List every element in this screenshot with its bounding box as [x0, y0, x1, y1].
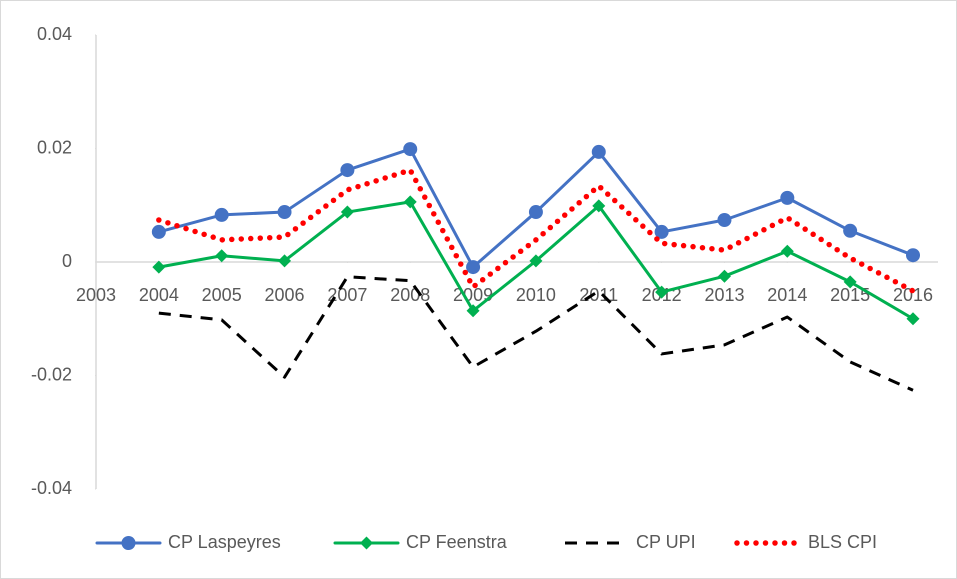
x-tick-label: 2007: [327, 285, 367, 305]
x-tick-label: 2011: [579, 285, 618, 305]
marker: [403, 195, 417, 209]
series-line: [156, 167, 916, 294]
x-tick-label: 2013: [704, 285, 744, 305]
marker: [340, 163, 355, 178]
marker: [466, 304, 480, 318]
x-tick-label: 2015: [830, 285, 870, 305]
marker: [151, 224, 166, 239]
marker: [466, 260, 481, 275]
marker: [655, 285, 669, 299]
marker: [360, 536, 373, 550]
marker: [654, 224, 669, 239]
x-tick-label: 2003: [76, 285, 116, 305]
marker: [277, 205, 292, 220]
marker: [906, 312, 920, 326]
marker: [403, 142, 418, 157]
marker: [340, 205, 354, 219]
x-tick-label: 2006: [265, 285, 305, 305]
legend-label: CP Feenstra: [406, 532, 508, 552]
legend-label: BLS CPI: [808, 532, 877, 552]
x-tick-label: 2005: [202, 285, 242, 305]
marker: [121, 536, 136, 550]
y-tick-label: 0.04: [37, 24, 72, 44]
y-tick-label: -0.04: [31, 478, 72, 498]
x-tick-label: 2009: [453, 285, 493, 305]
marker: [843, 275, 857, 289]
x-tick-label: 2008: [390, 285, 430, 305]
x-tick-label: 2016: [893, 285, 933, 305]
marker: [717, 213, 732, 228]
y-tick-label: -0.02: [31, 364, 72, 384]
x-tick-label: 2004: [139, 285, 179, 305]
marker: [843, 223, 858, 238]
y-tick-label: 0.02: [37, 137, 72, 157]
marker: [717, 269, 731, 283]
marker: [215, 249, 229, 263]
marker: [780, 190, 795, 205]
marker: [214, 207, 229, 222]
series-line: [158, 275, 914, 392]
marker: [278, 254, 292, 268]
marker: [529, 254, 543, 268]
marker: [591, 144, 606, 159]
x-tick-label: 2010: [516, 285, 556, 305]
y-tick-label: 0: [62, 251, 72, 271]
x-tick-label: 2014: [767, 285, 807, 305]
marker: [592, 199, 606, 213]
marker: [152, 260, 166, 274]
marker: [906, 248, 920, 263]
marker: [780, 244, 794, 258]
legend-label: CP UPI: [636, 532, 696, 552]
marker: [528, 205, 543, 220]
legend-label: CP Laspeyres: [168, 532, 281, 552]
